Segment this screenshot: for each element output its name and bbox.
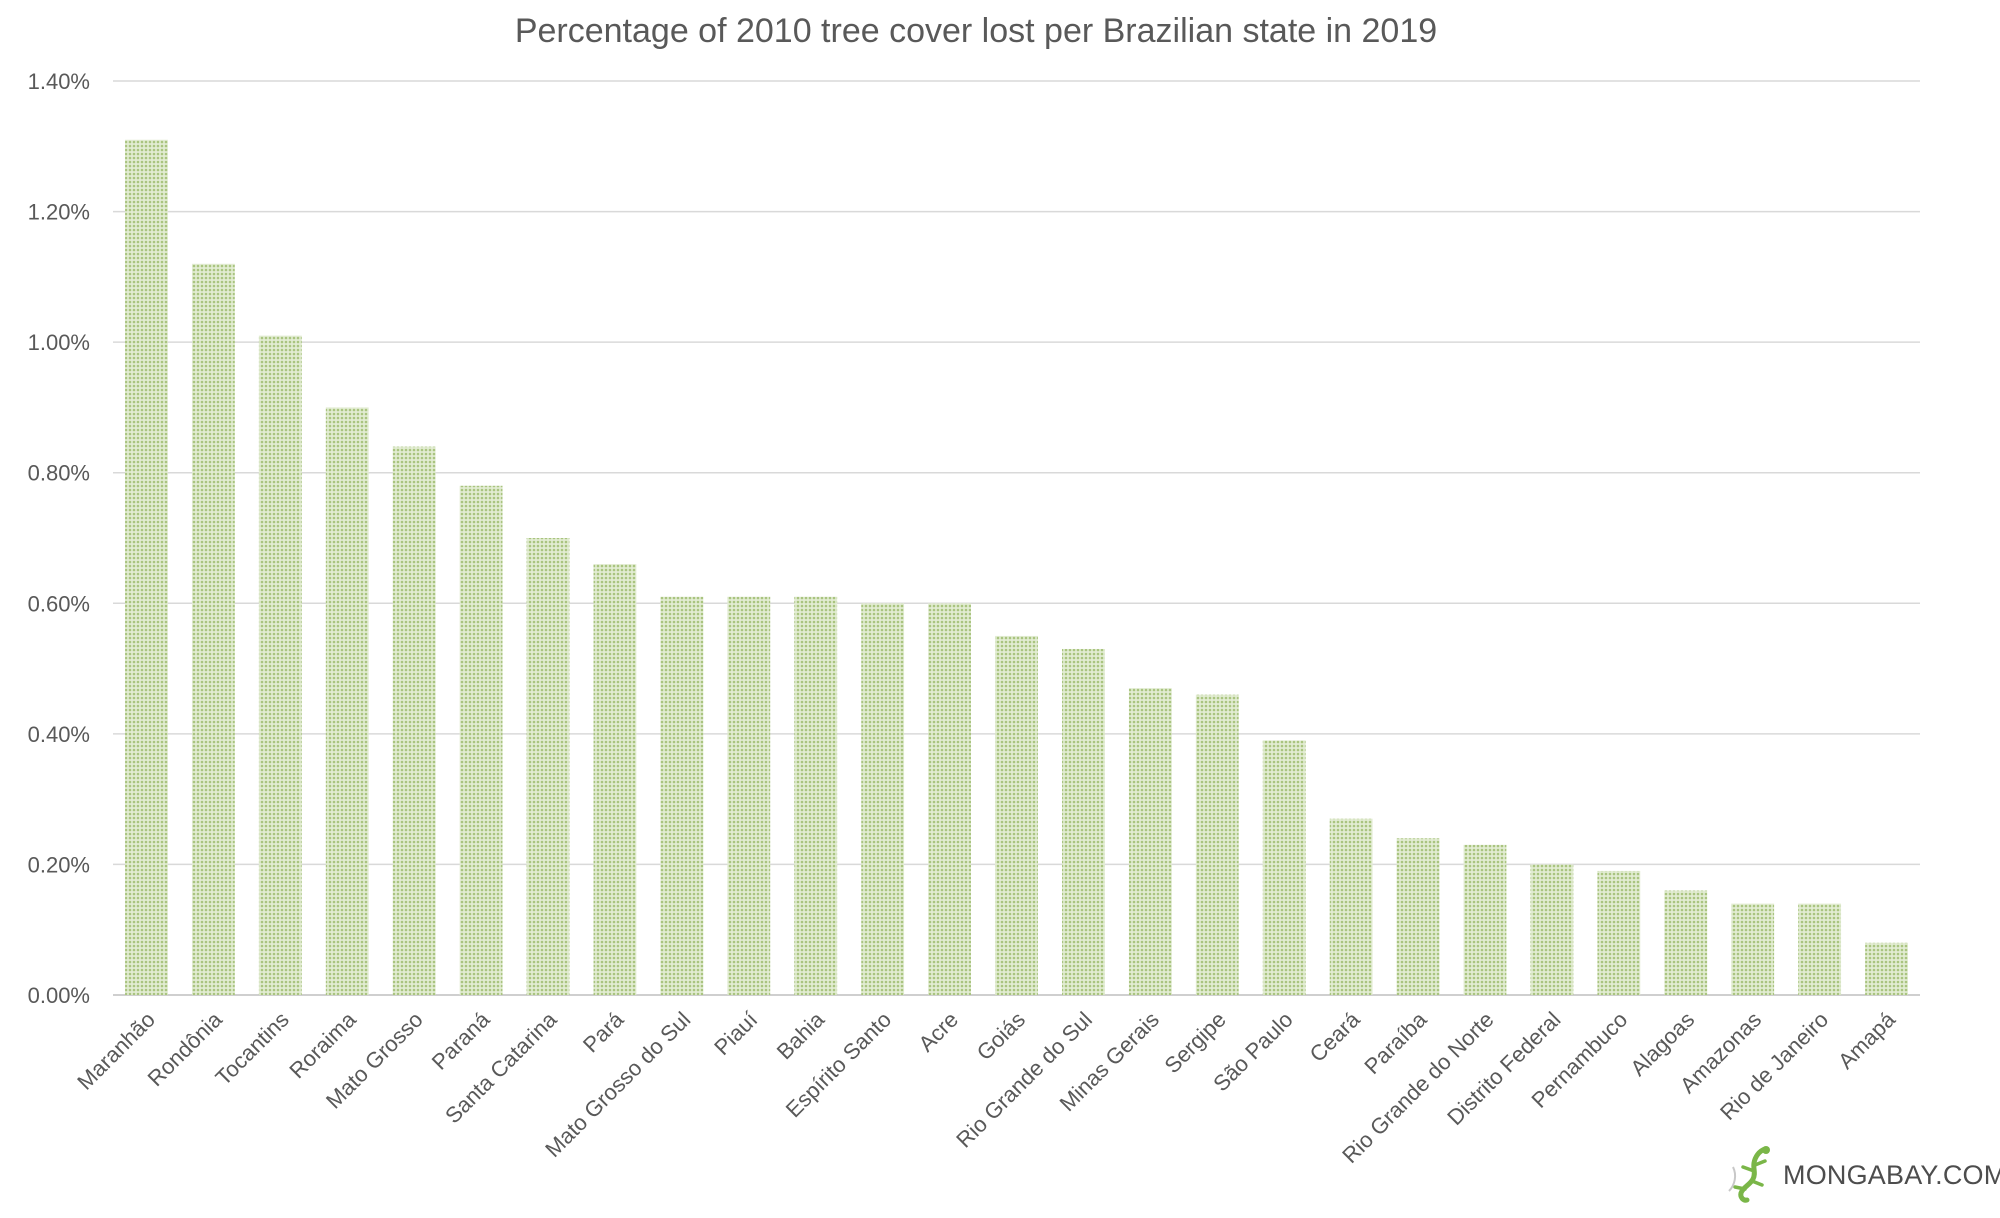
chart-title: Percentage of 2010 tree cover lost per B… (515, 12, 1437, 50)
y-tick-label: 1.20% (28, 200, 90, 225)
bar-amazonas (1731, 903, 1775, 995)
y-tick-label: 0.40% (28, 722, 90, 747)
bar-goiás (995, 635, 1038, 995)
bar-ceará (1329, 818, 1373, 995)
y-tick-label: 1.00% (28, 330, 90, 355)
bar-roraima (325, 407, 369, 995)
y-tick-label: 0.20% (28, 852, 90, 877)
y-tick-label: 0.80% (28, 461, 90, 486)
bar-rio-de-janeiro (1798, 903, 1842, 995)
x-tick-label: Amapá (1833, 1006, 1901, 1074)
x-tick-label: Rondônia (143, 1006, 228, 1091)
x-tick-label: Bahia (772, 1006, 830, 1064)
y-axis-ticks: 0.00% 0.20% 0.40% 0.60% 0.80% 1.00% 1.20% 1.40% (28, 69, 90, 1008)
bar-rio-grande-do-norte (1463, 844, 1507, 995)
x-tick-label: Maranhão (72, 1007, 160, 1095)
x-tick-label: Piauí (709, 1007, 762, 1060)
bar-tocantins (258, 335, 302, 996)
y-tick-label: 0.00% (28, 983, 90, 1008)
bar-amapá (1865, 942, 1908, 995)
bar-acre (928, 603, 971, 995)
bar-rio-grande-do-sul (1062, 648, 1105, 995)
x-tick-label: Goiás (972, 1007, 1030, 1065)
bar-sergipe (1195, 694, 1239, 995)
y-tick-label: 0.60% (28, 591, 90, 616)
bar-bahia (794, 596, 838, 995)
bar-maranhão (125, 139, 168, 995)
bar-mato-grosso (392, 446, 436, 996)
bar-minas-gerais (1128, 688, 1172, 995)
bar-paraíba (1396, 838, 1440, 995)
bar-paraná (459, 485, 503, 995)
gecko-icon (1728, 1146, 1770, 1203)
brand-watermark: MONGABAY.COM (1725, 1145, 2000, 1205)
x-tick-label: Acre (913, 1007, 963, 1057)
bar-distrito-federal (1530, 864, 1574, 995)
x-tick-label: Pará (578, 1006, 629, 1057)
bars (125, 139, 1908, 996)
x-tick-label: Tocantins (210, 1007, 293, 1090)
x-tick-label: Ceará (1305, 1006, 1366, 1067)
bar-rondônia (191, 263, 235, 995)
bar-espírito-santo (861, 603, 905, 995)
bar-pará (593, 564, 637, 995)
y-tick-label: 1.40% (28, 69, 90, 94)
brand-text: MONGABAY.COM (1783, 1159, 2000, 1190)
bar-são-paulo (1262, 740, 1306, 995)
bar-alagoas (1664, 890, 1708, 995)
bar-pernambuco (1597, 870, 1641, 995)
bar-santa-catarina (526, 538, 570, 995)
bar-mato-grosso-do-sul (660, 596, 704, 995)
bar-piauí (727, 596, 771, 995)
x-tick-label: Distrito Federal (1442, 1007, 1565, 1130)
